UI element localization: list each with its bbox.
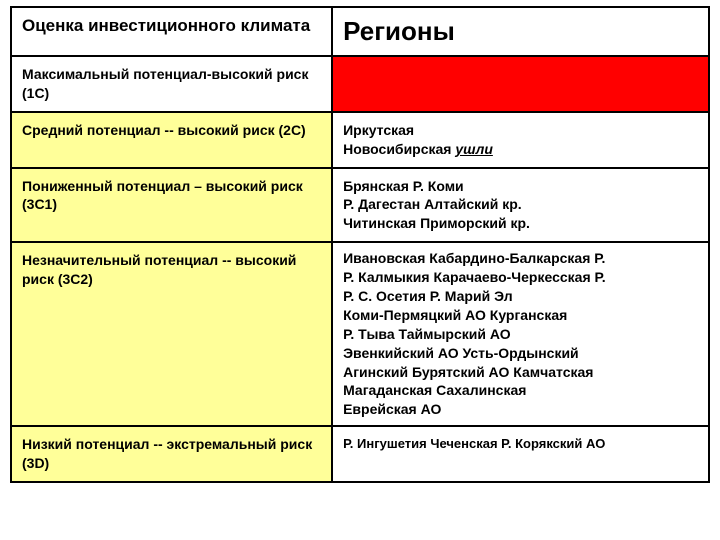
header-right: Регионы bbox=[332, 7, 709, 56]
label-3c1: Пониженный потенциал – высокий риск (3С1… bbox=[11, 168, 332, 243]
regions-3d-l1: Р. Ингушетия Чеченская Р. Корякский АО bbox=[343, 436, 605, 451]
investment-climate-table: Оценка инвестиционного климата Регионы М… bbox=[10, 6, 710, 483]
row-3d: Низкий потенциал -- экстремальный риск (… bbox=[11, 426, 709, 482]
row-2c: Средний потенциал -- высокий риск (2С) И… bbox=[11, 112, 709, 168]
regions-3c2-l7: Агинский Бурятский АО Камчатская bbox=[343, 364, 593, 380]
row-3c2: Незначительный потенциал -- высокий риск… bbox=[11, 242, 709, 426]
regions-3c1-l3: Читинская Приморский кр. bbox=[343, 215, 530, 231]
row-1c: Максимальный потенциал-высокий риск (1С) bbox=[11, 56, 709, 112]
regions-3c1-l2: Р. Дагестан Алтайский кр. bbox=[343, 196, 522, 212]
regions-2c-line1: Иркутская bbox=[343, 122, 414, 138]
regions-3c2-l6: Эвенкийский АО Усть-Ордынский bbox=[343, 345, 579, 361]
regions-2c-line2a: Новосибирская bbox=[343, 141, 455, 157]
header-left: Оценка инвестиционного климата bbox=[11, 7, 332, 56]
regions-3d: Р. Ингушетия Чеченская Р. Корякский АО bbox=[332, 426, 709, 482]
label-3d: Низкий потенциал -- экстремальный риск (… bbox=[11, 426, 332, 482]
regions-3c2-l3: Р. С. Осетия Р. Марий Эл bbox=[343, 288, 513, 304]
regions-3c2-l9: Еврейская АО bbox=[343, 401, 441, 417]
regions-3c2-l8: Магаданская Сахалинская bbox=[343, 382, 526, 398]
row-3c1: Пониженный потенциал – высокий риск (3С1… bbox=[11, 168, 709, 243]
label-2c: Средний потенциал -- высокий риск (2С) bbox=[11, 112, 332, 168]
regions-3c2-l2: Р. Калмыкия Карачаево-Черкесская Р. bbox=[343, 269, 606, 285]
regions-1c-empty bbox=[332, 56, 709, 112]
header-row: Оценка инвестиционного климата Регионы bbox=[11, 7, 709, 56]
regions-2c-line2b: ушли bbox=[455, 141, 493, 157]
regions-3c2-l1: Ивановская Кабардино-Балкарская Р. bbox=[343, 250, 605, 266]
label-3c2: Незначительный потенциал -- высокий риск… bbox=[11, 242, 332, 426]
label-1c: Максимальный потенциал-высокий риск (1С) bbox=[11, 56, 332, 112]
regions-3c1-l1: Брянская Р. Коми bbox=[343, 178, 464, 194]
regions-3c2-l4: Коми-Пермяцкий АО Курганская bbox=[343, 307, 567, 323]
regions-3c2-l5: Р. Тыва Таймырский АО bbox=[343, 326, 511, 342]
regions-2c: Иркутская Новосибирская ушли bbox=[332, 112, 709, 168]
regions-3c1: Брянская Р. Коми Р. Дагестан Алтайский к… bbox=[332, 168, 709, 243]
regions-3c2: Ивановская Кабардино-Балкарская Р. Р. Ка… bbox=[332, 242, 709, 426]
